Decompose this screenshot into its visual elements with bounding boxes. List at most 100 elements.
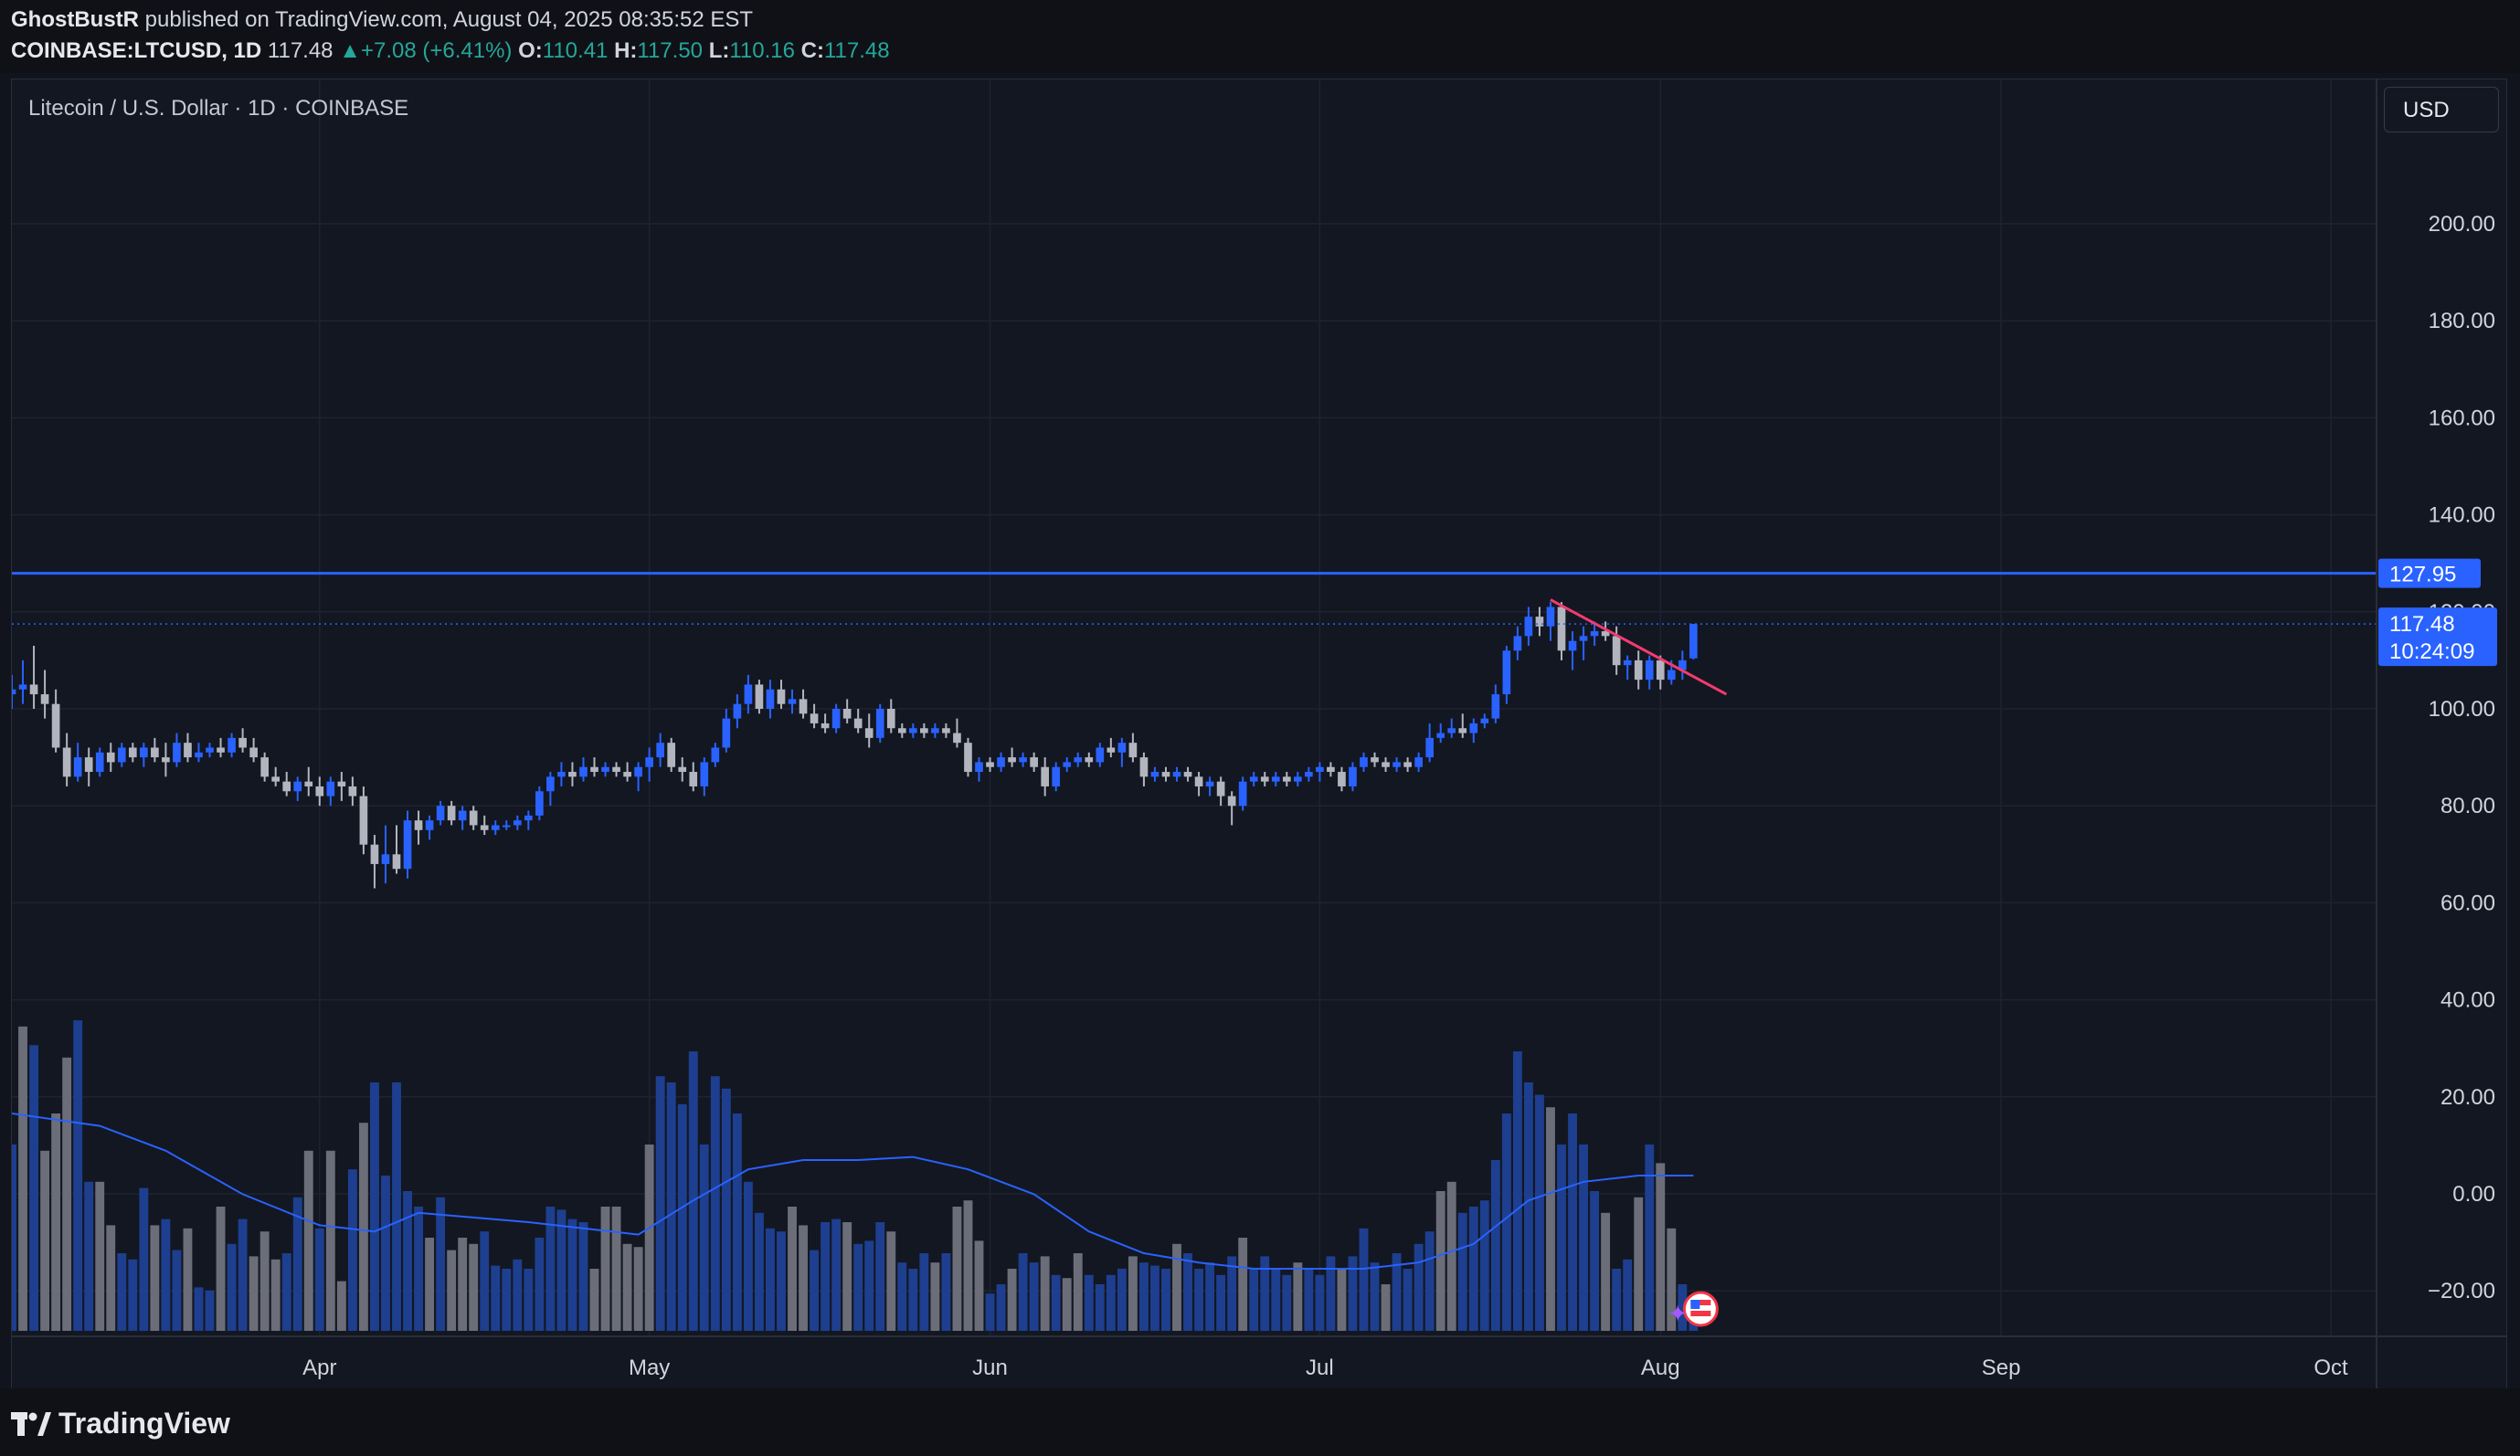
volume-bar (29, 1045, 38, 1331)
candle-body (667, 743, 676, 767)
currency-button[interactable]: USD (2384, 87, 2499, 132)
low-value: 110.16 (729, 38, 795, 63)
volume-bar (1238, 1238, 1248, 1331)
candle-body (1030, 757, 1038, 767)
candle-body (1524, 617, 1533, 637)
candle-body (612, 766, 620, 773)
candle-body (1282, 776, 1291, 782)
candle-body (315, 786, 324, 797)
candle-body (810, 713, 819, 723)
candle-body (184, 743, 192, 758)
candle-body (1447, 728, 1456, 733)
price-tick-label: 140.00 (2429, 503, 2495, 528)
volume-bar (1161, 1269, 1170, 1331)
tradingview-logo[interactable]: TradingView (11, 1407, 230, 1440)
candle-body (546, 776, 555, 792)
price-tick-label: 200.00 (2429, 212, 2495, 237)
candle-body (711, 747, 720, 763)
volume-bar (425, 1238, 435, 1331)
volume-bar (1348, 1256, 1358, 1331)
candle-body (799, 699, 808, 714)
price-tick-label: 20.00 (2441, 1085, 2495, 1110)
candle-body (1139, 757, 1149, 777)
candle-body (821, 723, 830, 729)
volume-bar (1337, 1269, 1347, 1331)
volume-bar (1381, 1284, 1391, 1331)
candle-body (469, 810, 478, 826)
volume-bar (117, 1253, 127, 1331)
candle-body (195, 752, 203, 758)
price-tick-label: 80.00 (2441, 794, 2495, 818)
candle-body (964, 743, 972, 773)
volume-bar (502, 1269, 512, 1331)
volume-bar (1403, 1269, 1413, 1331)
volume-bar (106, 1225, 116, 1331)
candle-body (1535, 617, 1544, 627)
author-name[interactable]: GhostBustR (11, 7, 139, 32)
candle-body (1458, 728, 1467, 733)
candle-body (228, 737, 236, 753)
candle-body (249, 747, 258, 758)
volume-ma (12, 1113, 1694, 1270)
candle-body (1074, 757, 1083, 763)
candle-body (1557, 607, 1566, 651)
volume-bar (941, 1253, 951, 1331)
drawings[interactable] (12, 572, 2377, 696)
ohlc-line: COINBASE:LTCUSD, 1D 117.48 ▲+7.08 (+6.41… (11, 38, 890, 64)
volume-bar (666, 1082, 676, 1331)
volume-bar (1667, 1228, 1677, 1331)
volume-bar (62, 1057, 72, 1331)
candle-body (1316, 766, 1324, 773)
volume-bar (1446, 1181, 1456, 1331)
candle-body (1117, 743, 1127, 753)
candle-body (436, 806, 445, 821)
candle-body (326, 781, 335, 797)
volume-bar (788, 1207, 797, 1331)
volume-bar (1435, 1191, 1445, 1331)
candle-body (975, 762, 983, 773)
volume-bar (567, 1219, 577, 1331)
candle-body (151, 747, 159, 758)
open-value: 110.41 (542, 38, 609, 63)
volume-bar (524, 1269, 534, 1331)
candle-body (1305, 772, 1313, 777)
candle-body (51, 703, 60, 748)
candle-body (1371, 757, 1379, 763)
candle-body (656, 743, 665, 758)
volume-bar (270, 1259, 281, 1331)
candle-body (557, 772, 566, 777)
volume-bar (963, 1200, 973, 1331)
volume-bar (578, 1222, 588, 1331)
trendline (1550, 598, 1728, 696)
candle-body (282, 781, 291, 792)
price-chart-svg[interactable]: 200.00180.00160.00140.00120.00100.0080.0… (12, 79, 2506, 1389)
candle-body (689, 772, 698, 786)
candle-body (755, 684, 764, 709)
candle-body (106, 752, 115, 763)
horizontal-level-tag (2378, 558, 2481, 588)
candle-body (1096, 747, 1105, 763)
candle-body (1349, 766, 1357, 786)
chart-pane[interactable]: 200.00180.00160.00140.00120.00100.0080.0… (11, 79, 2507, 1390)
volume-bar (535, 1238, 545, 1331)
volume-bar (458, 1238, 468, 1331)
candle-body (931, 728, 939, 733)
volume-bar (1370, 1262, 1380, 1331)
price-tick-label: 60.00 (2441, 891, 2495, 915)
candle-body (1425, 737, 1434, 758)
volume-bar (205, 1290, 215, 1331)
events-badge[interactable]: ✦ (1668, 1291, 1719, 1328)
candle-body (1183, 772, 1192, 777)
volume-bar (556, 1209, 566, 1331)
candle-body (1019, 757, 1027, 763)
candle-body (897, 728, 906, 733)
candle-body (1414, 757, 1423, 767)
candle-body (1063, 762, 1072, 767)
time-tick-label: Oct (2314, 1356, 2348, 1380)
volume-bar (1590, 1191, 1600, 1331)
horizontal-level-tag-text: 127.95 (2389, 563, 2456, 587)
volume-bar (853, 1243, 863, 1331)
candle-body (1382, 762, 1390, 767)
volume-bar (1138, 1262, 1149, 1331)
